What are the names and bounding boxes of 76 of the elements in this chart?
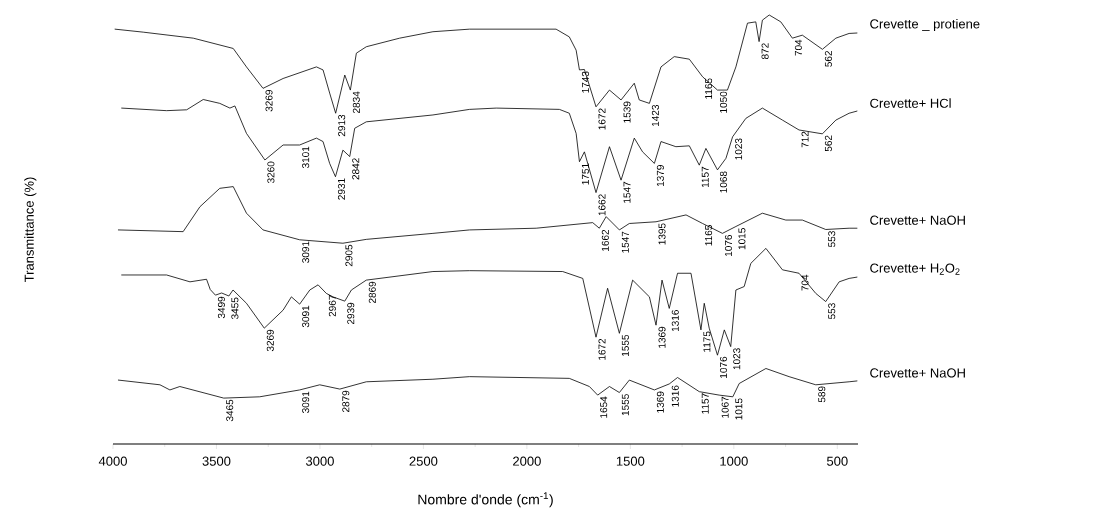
x-tick-label: 2500 — [409, 456, 438, 466]
annotation: 2931 — [337, 178, 345, 200]
annotation: 1555 — [621, 394, 629, 416]
x-tick-label: 4000 — [98, 456, 127, 466]
annotation: 3499 — [217, 296, 225, 319]
annotation: 1547 — [621, 231, 629, 253]
series-label: Crevette+ NaOH — [870, 368, 965, 378]
annotation: 1423 — [651, 105, 659, 127]
annotation: 1672 — [598, 108, 606, 130]
annotation: 704 — [801, 274, 809, 291]
annotation: 2879 — [342, 390, 350, 413]
annotation: 1316 — [671, 385, 679, 407]
annotation: 3269 — [266, 329, 274, 352]
x-tick-label: 1500 — [616, 456, 645, 466]
annotation: 3465 — [226, 399, 234, 422]
annotation: 1743 — [581, 71, 589, 93]
annotation: 1023 — [735, 138, 743, 160]
annotation: 3269 — [265, 90, 273, 112]
annotation: 1369 — [656, 391, 664, 413]
annotation: 3091 — [302, 305, 310, 328]
annotation: 1654 — [600, 396, 608, 418]
annotation: 562 — [824, 51, 832, 67]
x-tick-label: 3500 — [202, 456, 231, 466]
annotation: 2842 — [352, 158, 360, 180]
x-tick-label: 2000 — [513, 456, 541, 466]
annotation: 1751 — [581, 163, 589, 185]
annotation: 1023 — [733, 348, 741, 370]
annotation: 1068 — [719, 171, 728, 193]
annotation: 2939 — [347, 302, 355, 325]
annotation: 704 — [794, 39, 802, 56]
annotation: 1316 — [671, 310, 679, 332]
annotation: 1157 — [701, 166, 709, 188]
annotation: 1015 — [738, 228, 746, 250]
annotation: 2913 — [338, 114, 346, 137]
x-tick-label: 3000 — [305, 456, 334, 466]
annotation: 1076 — [724, 235, 732, 257]
series-label: Crevette+ H$_{2}$O$_{2}$ — [870, 263, 960, 275]
annotation: 1175 — [703, 331, 711, 352]
annotation: 2905 — [345, 244, 353, 267]
annotation: 3260 — [267, 161, 275, 184]
annotation: 1395 — [658, 223, 666, 245]
annotation: 1547 — [623, 181, 631, 203]
annotation: 1050 — [719, 91, 728, 113]
annotation: 2834 — [352, 91, 360, 114]
annotation: 3101 — [302, 146, 310, 169]
series-label: Crevette+ HCl — [870, 98, 951, 108]
annotation: 589 — [818, 386, 826, 403]
annotation: 712 — [801, 131, 809, 148]
annotation: 872 — [761, 43, 769, 60]
x-tick-label: 1000 — [720, 456, 748, 466]
annotation: 1662 — [598, 194, 606, 216]
annotation: 1672 — [598, 338, 606, 360]
y-axis-title: Transmittance (%) — [24, 177, 37, 283]
series-label: Crevette _ protiene — [870, 18, 980, 32]
annotation: 553 — [828, 303, 836, 320]
x-tick-label: 500 — [826, 456, 848, 466]
annotation: 1555 — [621, 334, 629, 356]
annotation: 1539 — [623, 101, 631, 123]
annotation: 1379 — [656, 165, 664, 187]
annotation: 1067 — [721, 396, 729, 418]
annotation: 562 — [824, 135, 832, 152]
annotation: 2869 — [368, 281, 376, 304]
annotation: 1165 — [705, 78, 713, 99]
annotation: 553 — [828, 231, 836, 247]
annotation: 3091 — [302, 241, 310, 263]
annotation: 1015 — [735, 398, 743, 420]
annotation: 1157 — [701, 393, 709, 414]
series-label: Crevette+ NaOH — [870, 215, 965, 225]
annotation: 3091 — [302, 391, 310, 414]
annotation: 1369 — [658, 326, 666, 348]
x-axis-title: Nombre d'onde (cm$^{-1}$) — [418, 492, 553, 508]
annotation: 2967 — [328, 295, 336, 317]
annotation: 1662 — [601, 229, 609, 251]
annotation: 1076 — [719, 356, 728, 378]
annotation: 1165 — [705, 225, 713, 246]
annotation: 3455 — [231, 297, 239, 320]
